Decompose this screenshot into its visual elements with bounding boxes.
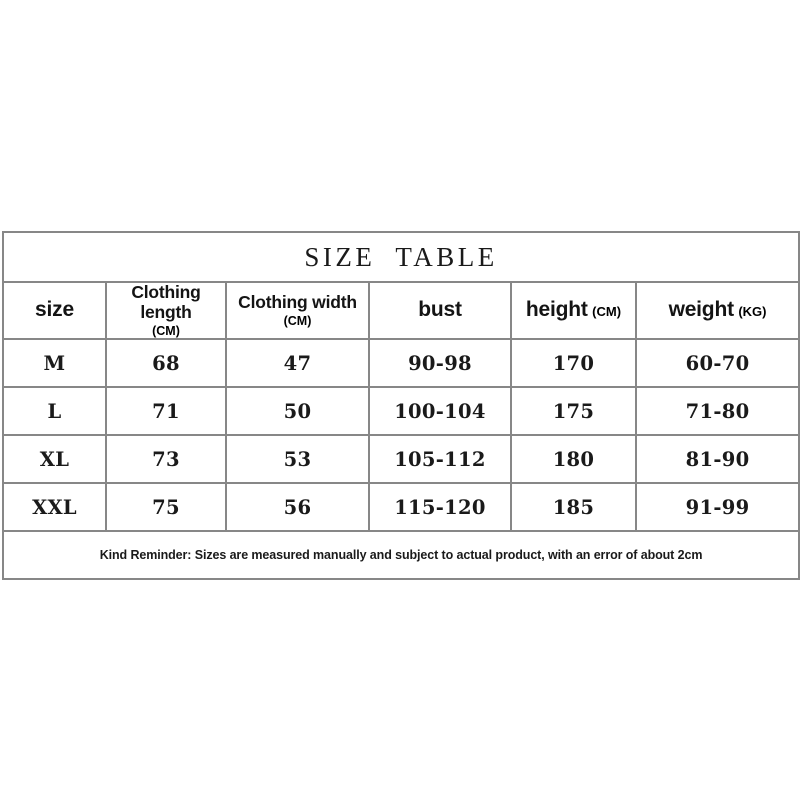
title-row: SIZE TABLE — [1, 231, 800, 283]
table-row: XXL 75 56 115-120 185 91-99 — [2, 482, 800, 532]
column-header-size: size — [2, 281, 107, 340]
header-row: size Clothing length (CM) Clothing width… — [2, 281, 800, 340]
size-table-figure: SIZE TABLE size Clothing length (CM) Clo… — [1, 231, 800, 580]
cell-weight: 60-70 — [634, 338, 800, 388]
footer-note: Kind Reminder: Sizes are measured manual… — [99, 548, 703, 562]
cell-size: XL — [2, 434, 107, 484]
size-table: SIZE TABLE size Clothing length (CM) Clo… — [1, 231, 800, 580]
cell-bust: 105-112 — [368, 434, 512, 484]
cell-clothing-length: 68 — [105, 338, 227, 388]
footer-note-cell: Kind Reminder: Sizes are measured manual… — [1, 530, 800, 580]
column-header-unit: (CM) — [283, 314, 312, 328]
column-header-unit: (CM) — [152, 324, 180, 338]
cell-clothing-width: 56 — [225, 482, 370, 532]
cell-bust: 90-98 — [368, 338, 512, 388]
cell-height: 180 — [510, 434, 637, 484]
footer-row: Kind Reminder: Sizes are measured manual… — [1, 530, 800, 580]
table-row: L 71 50 100-104 175 71-80 — [2, 386, 800, 436]
cell-height: 175 — [510, 386, 637, 436]
page-title: SIZE TABLE — [304, 241, 498, 272]
cell-clothing-width: 53 — [225, 434, 370, 484]
cell-weight: 71-80 — [634, 386, 800, 436]
cell-clothing-length: 71 — [105, 386, 227, 436]
cell-size: L — [2, 386, 107, 436]
cell-size: XXL — [2, 482, 107, 532]
cell-clothing-width: 47 — [225, 338, 370, 388]
column-header-weight: weight (KG) — [634, 281, 800, 340]
column-header-bust: bust — [368, 281, 512, 340]
cell-clothing-width: 50 — [225, 386, 370, 436]
table-row: XL 73 53 105-112 180 81-90 — [2, 434, 800, 484]
column-header-label: size — [35, 298, 74, 322]
table-title-cell: SIZE TABLE — [1, 231, 800, 283]
cell-height: 170 — [510, 338, 637, 388]
cell-weight: 81-90 — [634, 434, 800, 484]
cell-weight: 91-99 — [634, 482, 800, 532]
cell-clothing-length: 73 — [105, 434, 227, 484]
cell-bust: 100-104 — [368, 386, 512, 436]
column-header-unit: (KG) — [738, 304, 767, 320]
column-header-label: weight — [668, 298, 734, 322]
column-header-height: height (CM) — [510, 281, 637, 340]
cell-clothing-length: 75 — [105, 482, 227, 532]
column-header-label: bust — [418, 298, 462, 322]
cell-size: M — [2, 338, 107, 388]
column-header-clothing-width: Clothing width (CM) — [225, 281, 370, 340]
column-header-label: Clothing length — [131, 282, 201, 322]
column-header-unit: (CM) — [592, 304, 622, 320]
column-header-label: height — [525, 298, 588, 322]
cell-bust: 115-120 — [368, 482, 512, 532]
table-row: M 68 47 90-98 170 60-70 — [2, 338, 800, 388]
cell-height: 185 — [510, 482, 637, 532]
column-header-label: Clothing width — [238, 292, 357, 312]
column-header-clothing-length: Clothing length (CM) — [105, 281, 227, 340]
